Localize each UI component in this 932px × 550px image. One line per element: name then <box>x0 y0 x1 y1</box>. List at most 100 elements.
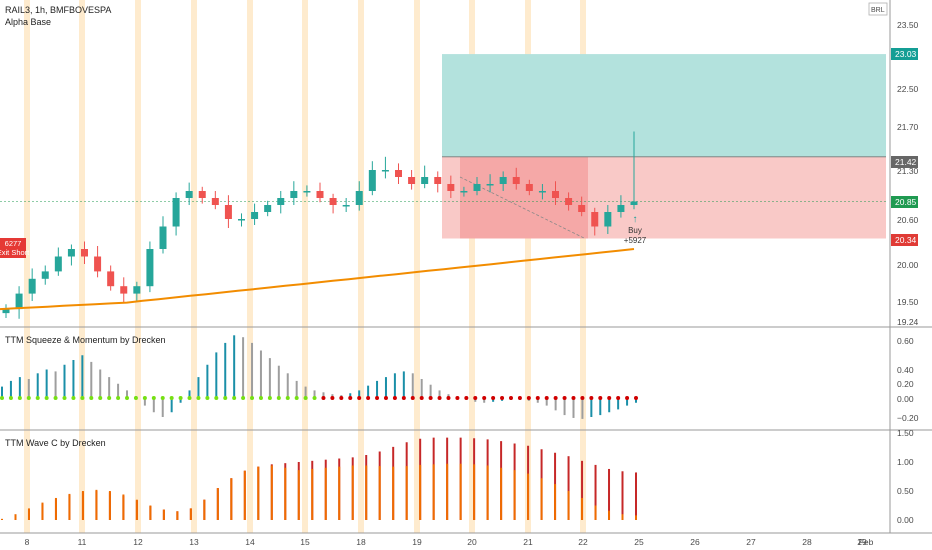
squeeze-dot <box>294 396 299 400</box>
squeeze-dot <box>634 396 638 400</box>
time-tick: 18 <box>356 537 366 547</box>
candle-body <box>41 271 49 279</box>
time-tick: 22 <box>578 537 588 547</box>
exit-short-flag <box>0 238 26 258</box>
squeeze-dot <box>98 396 103 400</box>
candle-body <box>630 201 638 205</box>
candle-body <box>15 293 23 310</box>
squeeze-dot <box>357 396 362 400</box>
time-tick: 25 <box>634 537 644 547</box>
session-band <box>247 0 253 533</box>
candle-body <box>2 309 10 314</box>
squeeze-dot <box>535 396 540 400</box>
time-tick: 19 <box>412 537 422 547</box>
time-tick: 8 <box>25 537 30 547</box>
wave-tick: 0.00 <box>897 515 914 525</box>
candle-body <box>525 184 533 191</box>
session-band <box>191 0 197 533</box>
time-tick: 27 <box>746 537 756 547</box>
buy-marker[interactable]: ↑ Buy +5927 <box>624 214 647 245</box>
current-price-label: 20.85 <box>895 197 917 207</box>
squeeze-dot <box>482 396 487 400</box>
time-tick: 21 <box>523 537 533 547</box>
time-tick: 11 <box>78 537 87 547</box>
squeeze-dot <box>285 396 290 400</box>
squeeze-dot <box>473 396 478 400</box>
candle-body <box>578 205 586 212</box>
squeeze-dot <box>303 396 308 400</box>
wave-tick: 1.50 <box>897 428 914 438</box>
price-tick: 20.60 <box>897 215 919 225</box>
squeeze-dot <box>241 396 246 400</box>
wave-tick: 1.00 <box>897 457 914 467</box>
candle-body <box>447 184 455 191</box>
squeeze-dot <box>116 396 121 400</box>
squeeze-dot <box>500 396 505 400</box>
squeeze-dot <box>553 396 558 400</box>
stop-price-label: 20.34 <box>895 235 917 245</box>
session-band <box>79 0 85 533</box>
target-price-label: 23.03 <box>895 49 917 59</box>
squeeze-dot <box>598 396 603 400</box>
target-price-badge <box>891 48 918 60</box>
squeeze-dot <box>35 396 40 400</box>
current-price-badge <box>891 196 918 208</box>
squeeze-dot <box>205 396 210 400</box>
squeeze-tick: 0.60 <box>897 336 914 346</box>
squeeze-dot <box>625 396 630 400</box>
squeeze-dot <box>223 396 228 400</box>
exit-short-marker[interactable]: 6277 Exit Short <box>0 238 30 258</box>
squeeze-dot <box>258 396 263 400</box>
squeeze-dot <box>616 396 621 400</box>
squeeze-axis[interactable]: 0.60 0.40 0.20 0.00 −0.20 <box>897 336 919 423</box>
candle-body <box>604 212 612 227</box>
indicator-name: Alpha Base <box>5 17 51 27</box>
time-axis[interactable]: 8 11 12 13 14 15 18 19 20 21 22 25 26 27… <box>25 537 874 547</box>
time-tick: 12 <box>133 537 143 547</box>
currency-badge[interactable] <box>868 2 888 16</box>
price-tick: 23.50 <box>897 20 919 30</box>
session-band <box>358 0 364 533</box>
squeeze-histogram <box>0 335 638 419</box>
candle-body <box>185 191 193 198</box>
squeeze-dot <box>446 396 451 400</box>
price-tick: 20.00 <box>897 260 919 270</box>
session-band <box>135 0 141 533</box>
squeeze-dot <box>580 396 585 400</box>
squeeze-dot <box>455 396 460 400</box>
candle-body <box>329 198 337 205</box>
candle-body <box>473 184 481 191</box>
squeeze-dot <box>392 396 397 400</box>
squeeze-dot <box>312 396 317 400</box>
exit-short-label: Exit Short <box>0 248 30 257</box>
time-tick: 14 <box>245 537 255 547</box>
candle-body <box>251 212 259 219</box>
candle-body <box>54 256 62 272</box>
squeeze-dot <box>366 396 371 400</box>
squeeze-dot <box>562 396 567 400</box>
candle-body <box>421 177 429 184</box>
candle-body <box>133 286 141 294</box>
price-axis[interactable]: 23.50 22.50 21.70 21.30 20.60 20.00 19.5… <box>897 20 919 327</box>
candle-body <box>290 191 298 198</box>
squeeze-dot <box>44 396 49 400</box>
squeeze-dot <box>508 396 513 400</box>
squeeze-dot <box>26 396 31 400</box>
currency-label: BRL <box>871 7 885 14</box>
moving-average-series <box>0 248 635 311</box>
time-tick: 15 <box>300 537 310 547</box>
squeeze-dot <box>178 396 183 400</box>
squeeze-dot <box>410 396 415 400</box>
candle-body <box>172 198 180 227</box>
candle-body <box>107 271 115 287</box>
squeeze-dot <box>80 396 85 400</box>
wave-axis[interactable]: 1.50 1.00 0.50 0.00 <box>897 428 914 525</box>
entry-price-label: 21.42 <box>895 157 917 167</box>
price-tick: 19.50 <box>897 297 919 307</box>
squeeze-dot <box>419 396 424 400</box>
candle-body <box>591 212 599 227</box>
squeeze-dot <box>196 396 201 400</box>
time-tick: 28 <box>802 537 812 547</box>
moving-average-line <box>0 248 635 311</box>
